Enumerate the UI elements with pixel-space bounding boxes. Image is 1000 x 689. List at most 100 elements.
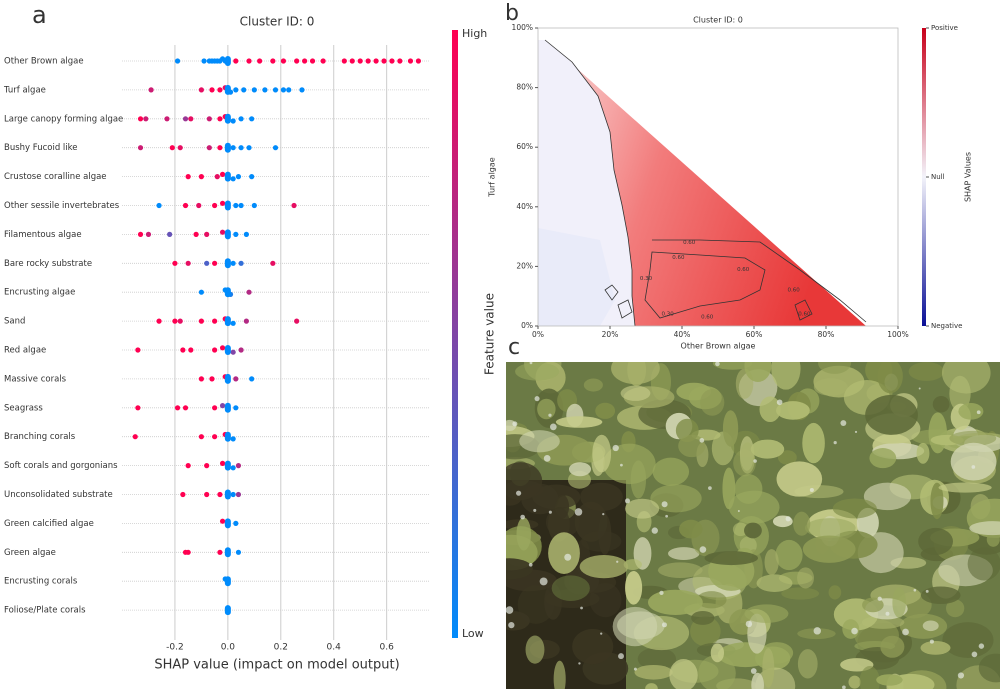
point — [219, 171, 226, 177]
point — [204, 491, 210, 498]
point — [230, 491, 236, 498]
point — [198, 434, 204, 440]
y-tick-label: Massive corals — [4, 374, 67, 384]
photo-speck — [971, 465, 976, 469]
point — [204, 231, 210, 237]
point — [280, 58, 287, 64]
point — [233, 405, 239, 411]
x-tick-label: 0.2 — [274, 643, 288, 653]
point — [270, 58, 276, 64]
point — [389, 58, 395, 64]
point — [167, 231, 173, 237]
photo-blob — [710, 643, 725, 663]
photo-speck — [885, 611, 890, 616]
point — [137, 116, 144, 122]
zero-cluster — [224, 287, 231, 298]
photo-speck — [506, 606, 514, 614]
photo-blob — [625, 571, 643, 605]
photo-blob — [551, 575, 590, 602]
photo-blob — [722, 410, 739, 447]
photo-speck — [913, 588, 917, 592]
photo-speck — [776, 399, 783, 406]
photo-blob — [592, 434, 612, 473]
photo-speck — [529, 362, 533, 365]
photo-blob — [506, 462, 543, 501]
point — [217, 145, 223, 151]
photo-blob — [848, 675, 861, 689]
colorbar — [922, 28, 926, 326]
zero-cluster — [224, 316, 231, 327]
photo-blob — [734, 474, 763, 504]
photo-speck — [616, 560, 619, 563]
photo-blob — [678, 434, 706, 458]
photo-blob — [802, 535, 856, 563]
point — [286, 87, 292, 93]
photo-blob — [859, 666, 880, 689]
y-tick-label: Green algae — [4, 548, 56, 558]
photo-blob — [537, 398, 556, 420]
photo-blob — [611, 362, 660, 385]
contour-label: 0.60 — [737, 267, 750, 273]
colorbar-title: Feature value — [483, 293, 497, 375]
photo-speck — [533, 508, 537, 512]
photo-blob — [967, 547, 1000, 581]
photo-blob — [945, 599, 965, 618]
photo-blob — [876, 674, 903, 686]
photo-speck — [842, 685, 846, 689]
point — [212, 347, 218, 353]
point — [238, 260, 244, 266]
photo-speck — [785, 516, 791, 522]
point — [212, 318, 218, 324]
x-tick-label: -0.2 — [166, 643, 184, 653]
point — [233, 202, 239, 209]
zero-cluster — [224, 547, 231, 558]
point — [198, 87, 204, 93]
photo-speck — [877, 596, 882, 601]
photo-blob — [941, 362, 991, 394]
point — [235, 549, 242, 555]
photo-blob — [932, 395, 950, 413]
photo-blob — [908, 362, 945, 381]
point — [198, 318, 204, 324]
point — [230, 118, 236, 124]
photo-blob — [880, 635, 905, 658]
photo-blob — [744, 604, 789, 623]
point — [206, 145, 212, 151]
point — [217, 491, 223, 498]
point — [341, 58, 347, 64]
point — [172, 318, 178, 324]
photo-speck — [620, 463, 623, 467]
point — [251, 87, 257, 93]
y-tick-label: 0% — [521, 321, 533, 330]
photo-blob — [645, 683, 658, 689]
photo-blob — [938, 482, 992, 493]
point — [262, 87, 268, 93]
photo-blob — [553, 660, 566, 689]
point — [209, 87, 215, 93]
y-tick-label: 40% — [516, 202, 533, 211]
photo-blob — [744, 522, 762, 539]
x-tick-label: 0.0 — [221, 643, 236, 653]
negative-region — [538, 228, 615, 326]
photo-blob — [568, 462, 592, 477]
point — [177, 318, 183, 324]
x-tick-label: 0% — [532, 330, 544, 339]
photo-blob — [969, 521, 1000, 536]
photo-speck — [840, 420, 847, 427]
zero-cluster — [224, 84, 231, 95]
photo-blob — [793, 511, 811, 536]
photo-blob — [669, 658, 698, 689]
zero-cluster — [224, 605, 231, 616]
photo-speck — [624, 498, 630, 504]
photo-blob — [762, 648, 775, 688]
point — [219, 403, 226, 409]
y-axis-label: Turf algae — [488, 157, 497, 197]
point — [241, 87, 247, 93]
point — [230, 145, 236, 151]
point — [182, 116, 189, 122]
photo-blob — [623, 559, 642, 570]
photo-speck — [520, 514, 525, 520]
colorbar-label: Low — [462, 627, 484, 640]
point — [185, 174, 191, 180]
photo-blob — [950, 442, 997, 481]
